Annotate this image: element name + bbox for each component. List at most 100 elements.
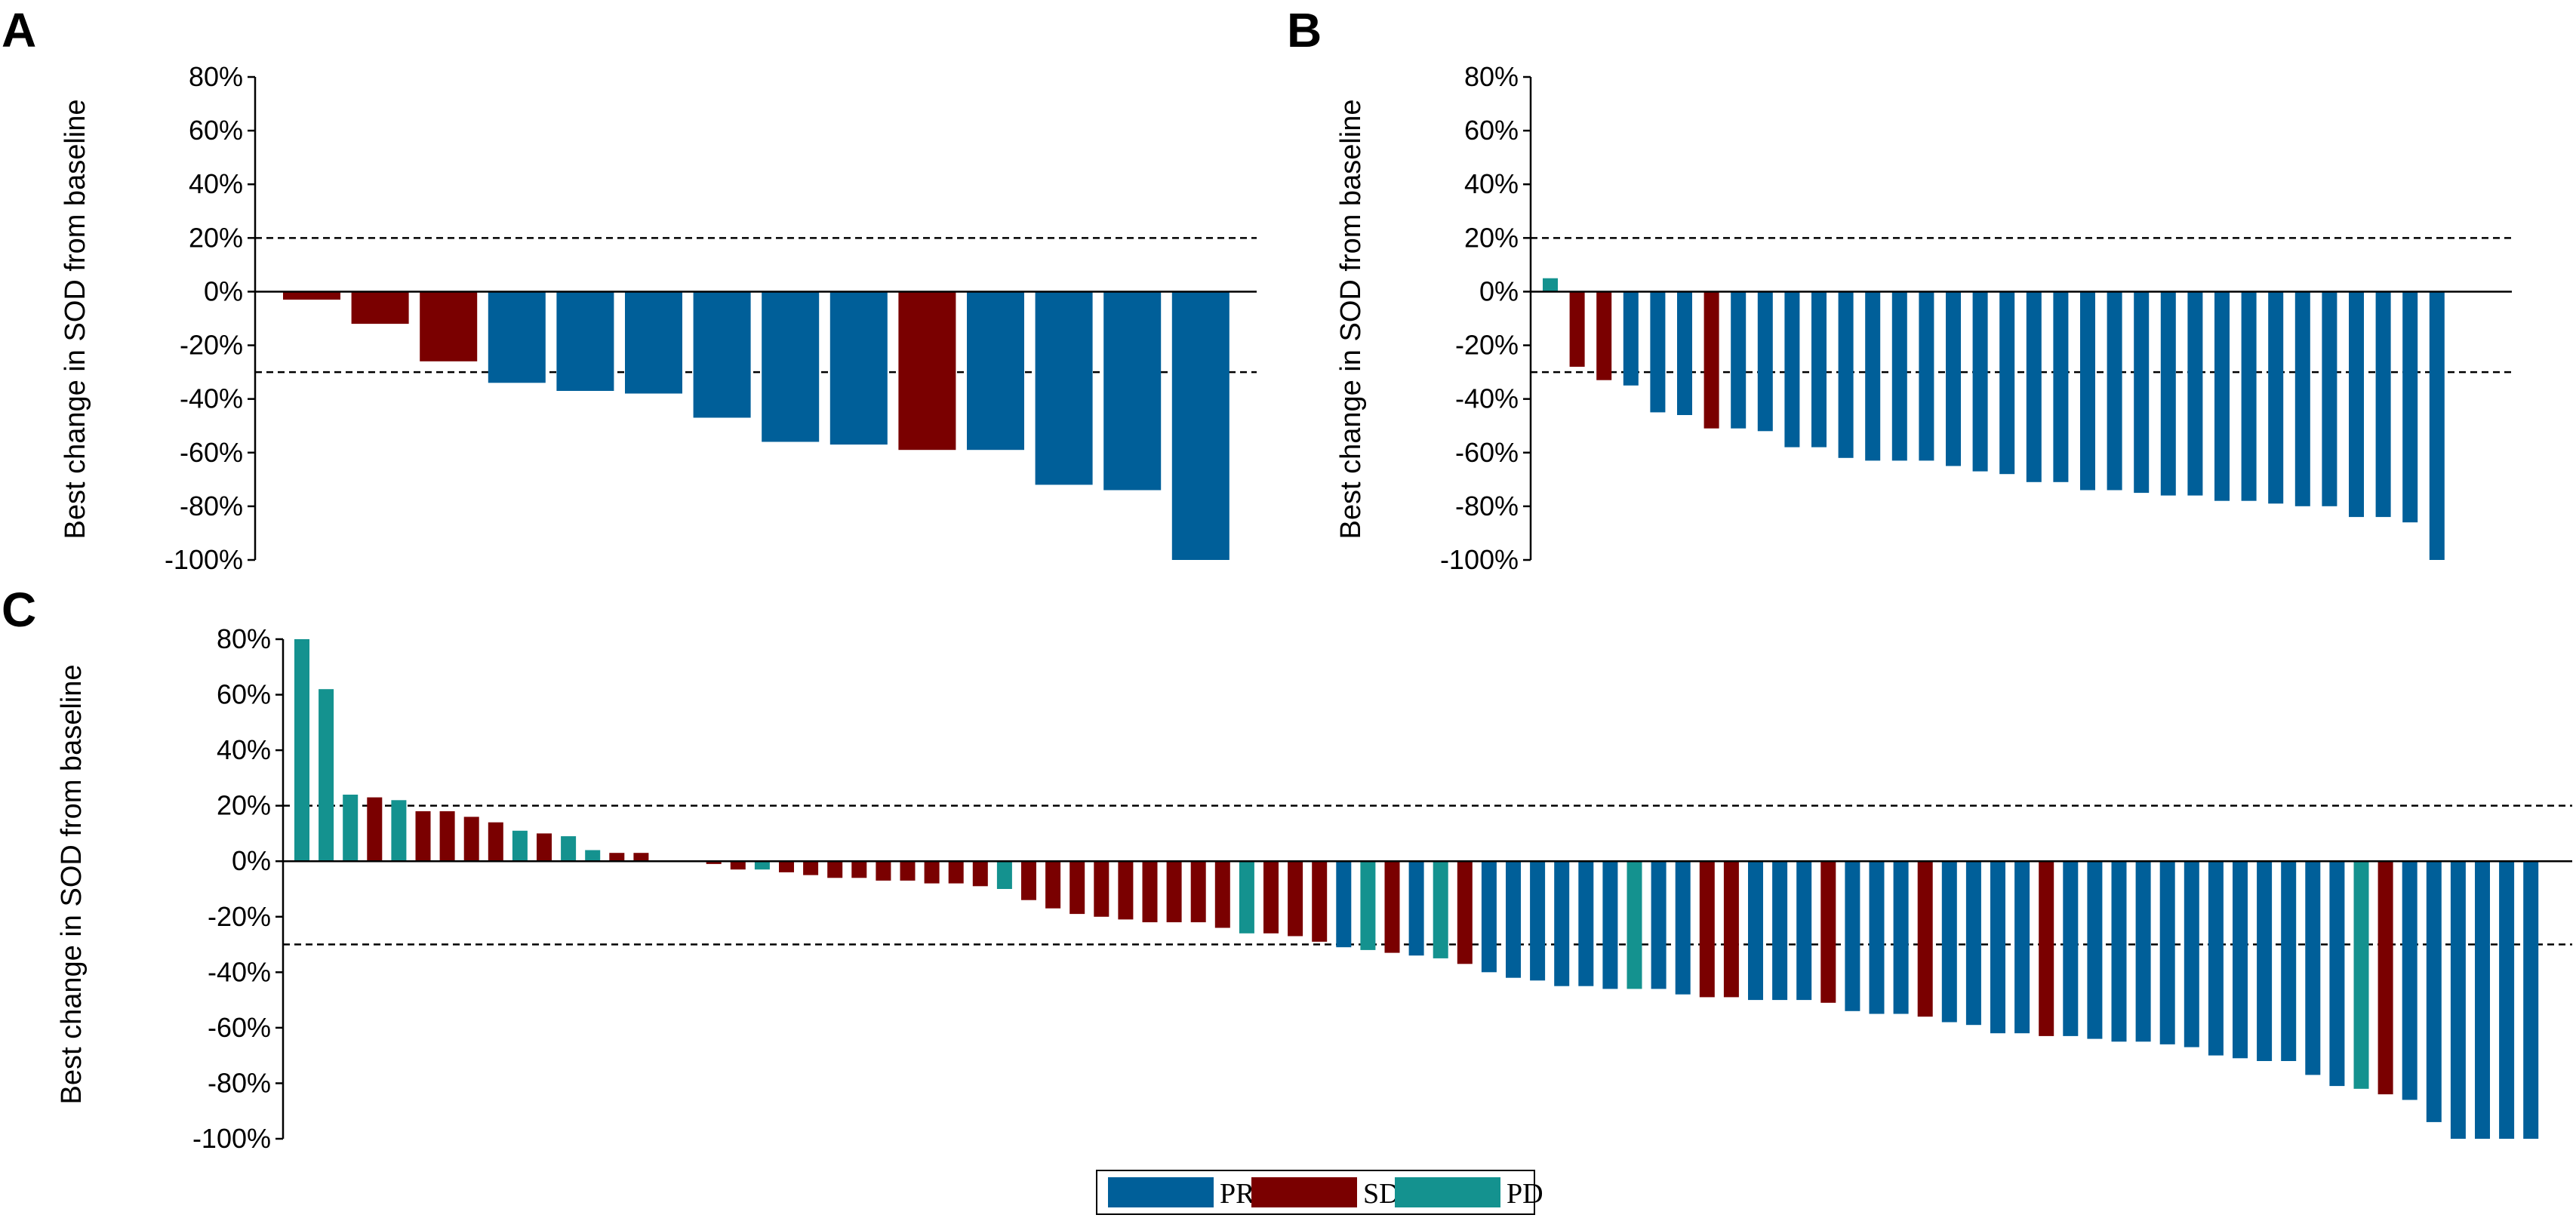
bar-b-pr bbox=[1757, 291, 1773, 432]
bar-c-pr bbox=[2305, 861, 2321, 1075]
bar-c-pr bbox=[2329, 861, 2345, 1087]
bar-c-pr bbox=[1578, 861, 1594, 986]
bar-c-sd bbox=[779, 861, 794, 872]
bar-c-sd bbox=[488, 822, 503, 862]
bar-c-pr bbox=[2014, 861, 2030, 1034]
bar-c-sd bbox=[900, 861, 916, 881]
bar-c-sd bbox=[633, 853, 649, 862]
bar-c-sd bbox=[415, 811, 431, 862]
y-tick-label-b: -40% bbox=[1455, 383, 1519, 414]
bar-b-pd bbox=[1543, 278, 1558, 292]
bar-c-pr bbox=[1990, 861, 2005, 1034]
bar-c-sd bbox=[1190, 861, 1206, 923]
y-tick-label-a: 20% bbox=[189, 222, 243, 253]
bar-c-pr bbox=[1796, 861, 1812, 1001]
y-tick-label-c: 0% bbox=[232, 845, 271, 876]
bar-c-sd bbox=[1312, 861, 1328, 942]
bar-a-sd bbox=[283, 291, 340, 300]
y-tick-label-b: 0% bbox=[1479, 275, 1519, 306]
bar-c-sd bbox=[1288, 861, 1303, 937]
bar-c-sd bbox=[1021, 861, 1036, 900]
bar-c-pr bbox=[2426, 861, 2442, 1122]
bar-a-pr bbox=[762, 291, 820, 442]
bar-b-pr bbox=[2026, 291, 2042, 482]
bar-a-pr bbox=[1103, 291, 1162, 491]
y-tick-label-a: 60% bbox=[189, 115, 243, 146]
bar-c-sd bbox=[609, 853, 625, 862]
bar-a-pr bbox=[829, 291, 888, 445]
legend-swatch-sd bbox=[1251, 1177, 1357, 1207]
bar-c-pr bbox=[1772, 861, 1788, 1001]
bar-a-sd bbox=[898, 291, 956, 451]
y-tick-label-a: 40% bbox=[189, 168, 243, 199]
bar-c-pr bbox=[2159, 861, 2175, 1044]
bar-c-sd bbox=[1094, 861, 1109, 917]
y-tick-label-b: 80% bbox=[1464, 61, 1519, 92]
bar-c-pd bbox=[1433, 861, 1448, 958]
bar-c-sd bbox=[1820, 861, 1836, 1003]
legend-swatch-pd bbox=[1395, 1177, 1500, 1207]
bar-b-pr bbox=[2134, 291, 2150, 494]
bar-c-sd bbox=[851, 861, 867, 878]
bar-c-sd bbox=[924, 861, 940, 884]
y-tick-label-c: -60% bbox=[208, 1012, 271, 1043]
bar-c-pr bbox=[1845, 861, 1860, 1011]
bar-a-pr bbox=[488, 291, 546, 383]
bar-c-sd bbox=[463, 817, 479, 862]
bar-c-pr bbox=[1408, 861, 1424, 956]
bar-c-pr bbox=[2233, 861, 2248, 1059]
y-tick-label-b: -100% bbox=[1440, 544, 1519, 575]
bar-b-pr bbox=[1650, 291, 1666, 413]
bar-c-pr bbox=[2135, 861, 2151, 1042]
bar-c-sd bbox=[537, 833, 552, 862]
bar-c-pr bbox=[2184, 861, 2199, 1047]
bar-c-pr bbox=[2063, 861, 2079, 1036]
y-tick-label-c: 40% bbox=[217, 734, 271, 765]
y-tick-label-b: -60% bbox=[1455, 437, 1519, 468]
bar-b-sd bbox=[1596, 291, 1612, 380]
bar-c-pr bbox=[2450, 861, 2466, 1139]
bar-c-pr bbox=[2208, 861, 2224, 1056]
bar-c-sd bbox=[1723, 861, 1739, 998]
bar-c-pr bbox=[1602, 861, 1618, 989]
bar-a-pr bbox=[1035, 291, 1093, 485]
bar-c-pd bbox=[319, 689, 334, 862]
y-tick-label-a: -60% bbox=[180, 437, 243, 468]
bar-b-pr bbox=[1865, 291, 1881, 461]
panel-letter-c: C bbox=[2, 583, 36, 637]
bar-a-pr bbox=[1171, 291, 1230, 560]
bar-b-pr bbox=[1838, 291, 1854, 458]
bar-b-pr bbox=[2187, 291, 2203, 496]
bar-c-sd bbox=[1384, 861, 1400, 953]
legend-label-pd: PD bbox=[1507, 1178, 1543, 1210]
bar-c-sd bbox=[1917, 861, 1933, 1017]
bar-b-pr bbox=[2294, 291, 2310, 506]
bar-b-pr bbox=[2053, 291, 2069, 482]
bar-c-sd bbox=[1118, 861, 1134, 920]
bar-c-pr bbox=[1481, 861, 1497, 973]
legend-label-sd: SD bbox=[1363, 1178, 1400, 1210]
bar-c-pd bbox=[343, 795, 359, 862]
bar-c-pr bbox=[2111, 861, 2127, 1042]
bar-c-pd bbox=[512, 830, 528, 862]
legend-label-pr: PR bbox=[1220, 1178, 1255, 1210]
bar-c-sd bbox=[1214, 861, 1230, 928]
bar-c-pd bbox=[1360, 861, 1376, 950]
y-tick-label-c: -80% bbox=[208, 1067, 271, 1098]
bar-c-sd bbox=[1263, 861, 1279, 933]
bar-c-pr bbox=[1965, 861, 1981, 1026]
bar-c-pd bbox=[1239, 861, 1254, 933]
bar-c-pd bbox=[391, 800, 407, 862]
bar-c-sd bbox=[439, 811, 455, 862]
y-axis-label-c: Best change in SOD from baseline bbox=[56, 665, 88, 1105]
bar-b-pr bbox=[2322, 291, 2337, 506]
panel-letter-b: B bbox=[1287, 3, 1322, 57]
bar-c-sd bbox=[2377, 861, 2393, 1095]
y-tick-label-a: 80% bbox=[189, 61, 243, 92]
bar-c-sd bbox=[876, 861, 891, 881]
bar-a-pr bbox=[693, 291, 751, 418]
bar-b-sd bbox=[1703, 291, 1719, 429]
bar-b-pr bbox=[2080, 291, 2095, 491]
bar-c-pd bbox=[2353, 861, 2369, 1089]
bar-c-pd bbox=[1627, 861, 1642, 989]
